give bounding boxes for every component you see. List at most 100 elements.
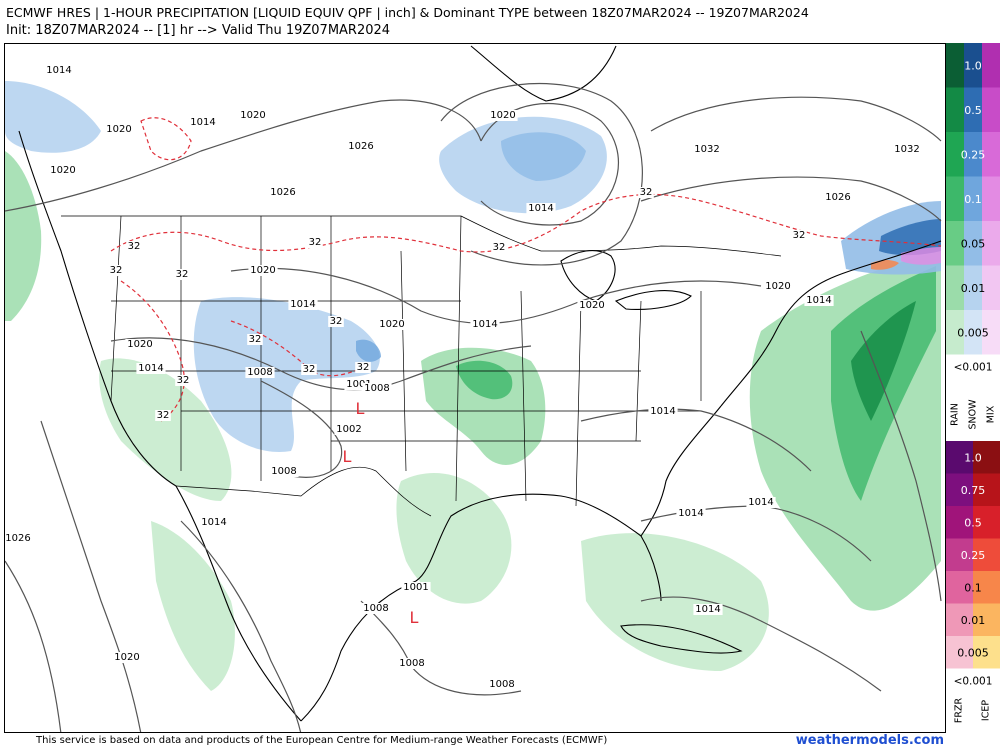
legend-type-label: RAIN <box>950 403 961 426</box>
freezing-label-bg <box>355 362 371 373</box>
legend-lower-level: 1.0 <box>964 451 982 464</box>
coastline-pacific <box>18 130 302 722</box>
legend-icep-swatch <box>973 636 1000 669</box>
isobar-line <box>5 560 62 732</box>
map-canvas: 1014 1020 1014 1020 1026 1026 1020 1020 1014 1032… <box>5 45 942 732</box>
isobar-label-bg <box>488 110 518 121</box>
precip-map[interactable]: 1014 1020 1014 1020 1026 1026 1020 1020 1014 1032… <box>4 43 946 733</box>
isobar-label-bg <box>136 363 166 374</box>
isobar-label: 1002 <box>336 424 361 435</box>
isobar-label: 1014 <box>528 203 553 214</box>
isobar-label: 1020 <box>250 265 275 276</box>
isobar-line <box>440 82 643 266</box>
isobar-line <box>260 380 343 478</box>
isobar-label: 1020 <box>490 110 515 121</box>
legend-upper-level: 0.005 <box>957 326 989 339</box>
isobar-labels: 1014 1020 1014 1020 1026 1026 1020 1020 1014 1032… <box>5 65 922 690</box>
isobar-label: 1014 <box>201 517 226 528</box>
isobar-label-bg <box>199 517 229 528</box>
freezing-label-bg <box>791 230 807 241</box>
legend-snow-swatch <box>964 221 982 266</box>
legend-mix-swatch <box>982 87 1000 132</box>
isobar-label: 1014 <box>138 363 163 374</box>
legend-snow-swatch <box>964 176 982 221</box>
isobar-label: 1008 <box>363 603 388 614</box>
legend-upper-level: 0.05 <box>961 237 986 250</box>
isobar-label: 1014 <box>695 604 720 615</box>
isobar-label-bg <box>104 124 134 135</box>
legend-mix-swatch <box>982 176 1000 221</box>
legend-type-label: FRZR <box>954 698 965 724</box>
isobar-line <box>580 408 812 472</box>
rain-area-atlantic-heavy <box>851 301 916 421</box>
cuba <box>620 624 743 654</box>
isobar-label: 1032 <box>694 144 719 155</box>
freezing-label-bg <box>328 316 344 327</box>
legend-rain-swatch <box>946 132 964 177</box>
freezing-label: 32 <box>176 269 189 280</box>
rain-area-pacific-nw <box>5 151 42 321</box>
isobar-label: 1014 <box>190 117 215 128</box>
legend-frzr-swatch <box>946 441 973 474</box>
isobar-label: 1026 <box>825 192 850 203</box>
rain-area-caribbean <box>581 533 769 671</box>
legend-lower-level: 0.5 <box>964 516 982 529</box>
isobar-label-bg <box>334 424 364 435</box>
legend-frzr-swatch <box>946 538 973 571</box>
isobar-label-bg <box>804 295 834 306</box>
legend-rain-swatch <box>946 310 964 355</box>
icep-area-maritimes <box>871 260 899 270</box>
isobar-label-bg <box>648 406 678 417</box>
isobar-label-bg <box>269 466 299 477</box>
freezing-label: 32 <box>177 375 190 386</box>
freezing-label-bg <box>247 334 263 345</box>
snow-area-rockies-core <box>356 339 381 362</box>
legend-canvas: 1.0 0.5 0.25 0.1 0.05 0.01 0.005 <0.001 RAIN SNOW… <box>946 43 1000 724</box>
legend-snow-swatch <box>964 87 982 132</box>
legend-rain-swatch <box>946 43 964 88</box>
coastline-florida <box>640 405 722 537</box>
legend-snow-swatch <box>964 132 982 177</box>
freezing-label: 32 <box>110 265 123 276</box>
isobar-label: 1014 <box>290 299 315 310</box>
legend-snow-swatch <box>964 43 982 88</box>
isobar-label: 1020 <box>127 339 152 350</box>
isobar-label: 1020 <box>579 300 604 311</box>
legend-frzr-swatch <box>946 603 973 636</box>
freezing-label: 32 <box>493 242 506 253</box>
coastlines <box>18 45 942 722</box>
isobar-label-bg <box>401 582 431 593</box>
us-mexico-border <box>175 466 432 517</box>
legend-mix-swatch <box>982 310 1000 355</box>
brand-link[interactable]: weathermodels.com <box>795 733 944 748</box>
freezing-label: 32 <box>128 241 141 252</box>
legend-icep-swatch <box>973 571 1000 604</box>
freezing-label-bg <box>126 241 142 252</box>
snow-area-bc <box>5 81 101 153</box>
freezing-label: 32 <box>309 237 322 248</box>
isobar-label: 1008 <box>271 466 296 477</box>
legend-mix-swatch <box>982 43 1000 88</box>
isobar-label-bg <box>892 144 922 155</box>
footer-credit: This service is based on data and produc… <box>36 735 608 746</box>
low-pressure-marker: L <box>356 399 365 418</box>
isobar-line <box>110 337 532 391</box>
isobar-label: 1020 <box>765 281 790 292</box>
isobar-line <box>5 99 482 212</box>
freezing-label-bg <box>155 410 171 421</box>
isobar-label: 1020 <box>240 110 265 121</box>
isobar-label: 1020 <box>50 165 75 176</box>
freezing-label: 32 <box>249 334 262 345</box>
freezing-label: 32 <box>640 187 653 198</box>
isobar-label-bg <box>397 658 427 669</box>
isobar-label: 1001 <box>346 379 371 390</box>
hudson-bay <box>470 45 617 102</box>
freezing-line-segment <box>120 280 185 422</box>
legend-lower-level: 0.25 <box>961 549 986 562</box>
isobar-label: 1020 <box>114 652 139 663</box>
legend-frzr-swatch <box>946 636 973 669</box>
legend-upper-level: 0.01 <box>961 282 986 295</box>
snow-area-rockies <box>193 297 380 452</box>
isobar-label: 1008 <box>489 679 514 690</box>
isobar-label-bg <box>676 508 706 519</box>
